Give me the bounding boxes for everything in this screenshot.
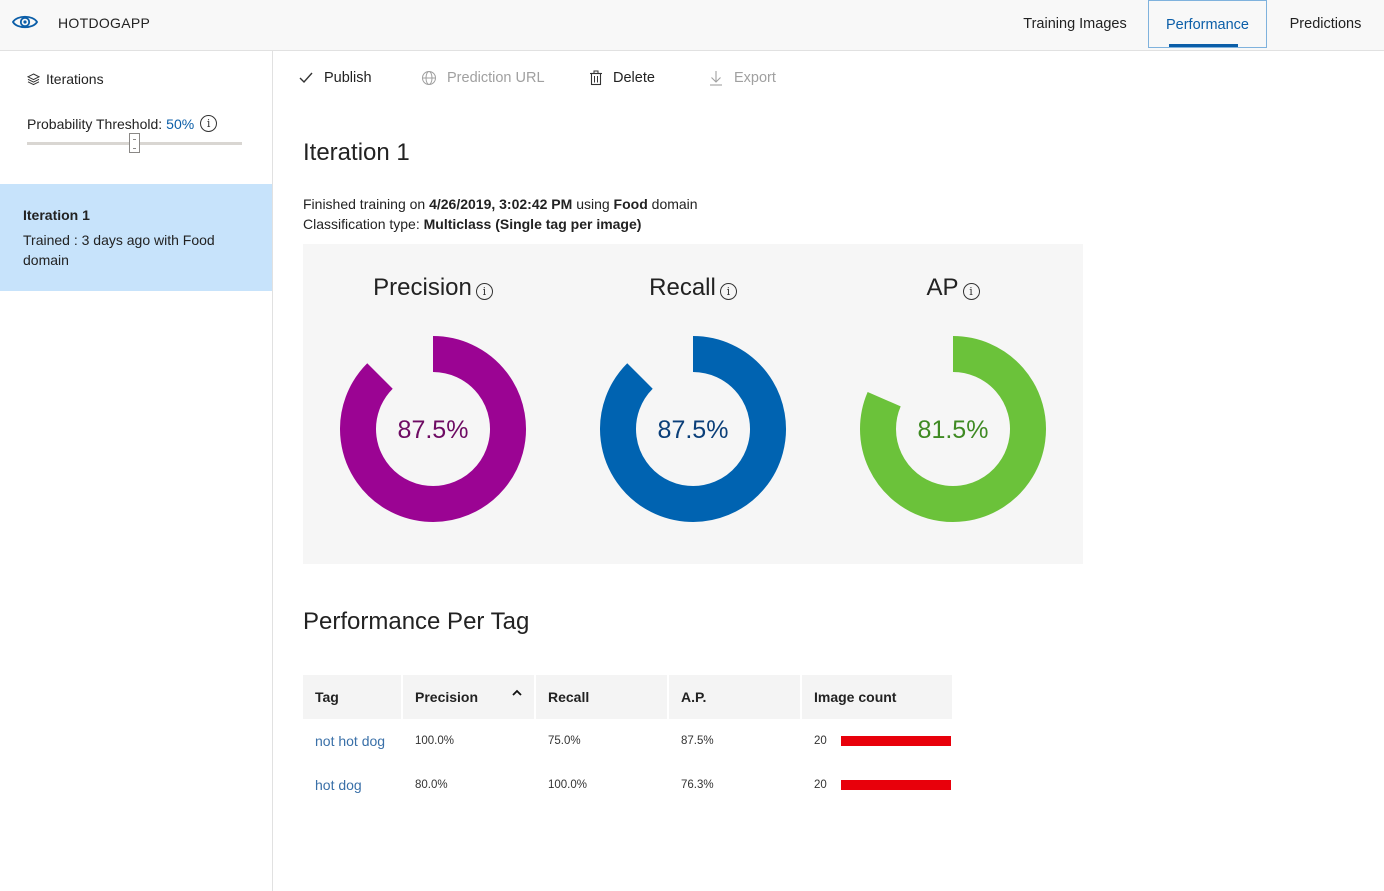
- finished-date: 4/26/2019, 3:02:42 PM: [429, 196, 573, 212]
- tag-link[interactable]: not hot dog: [315, 733, 386, 749]
- tab-performance[interactable]: Performance: [1148, 0, 1267, 48]
- metric-title: Recall i: [563, 274, 823, 302]
- download-icon: [710, 71, 722, 86]
- precision-donut: [340, 336, 526, 522]
- checkmark-icon: [299, 72, 313, 84]
- sidebar: Iterations Probability Threshold: 50% i …: [0, 51, 273, 891]
- table-header-row: Tag Precision Recall A.P. Image count: [303, 675, 952, 719]
- metric-value: 81.5%: [917, 416, 989, 444]
- count-wrapper: 20: [814, 779, 952, 791]
- metric-value: 87.5%: [657, 416, 729, 444]
- recall-metric: Recall i 87.5%: [563, 244, 823, 564]
- image-count: 20: [814, 779, 827, 791]
- metric-title: Precision i: [303, 274, 563, 302]
- info-icon[interactable]: i: [962, 282, 980, 300]
- image-count-bar: [840, 736, 951, 746]
- ap-metric: AP i 81.5%: [823, 244, 1083, 564]
- prediction-url-label: Prediction URL: [447, 70, 545, 86]
- tab-training-images[interactable]: Training Images: [1002, 0, 1148, 48]
- column-header-recall[interactable]: Recall: [536, 675, 669, 719]
- metric-name: AP: [926, 274, 959, 301]
- threshold-value: 50%: [166, 115, 195, 132]
- column-header-image-count[interactable]: Image count: [802, 675, 952, 719]
- donut-arc: [860, 336, 1046, 522]
- finished-prefix: Finished training on: [303, 196, 426, 212]
- column-header-label: Precision: [415, 689, 479, 705]
- threshold-text: Probability Threshold:: [27, 115, 163, 132]
- eye-icon[interactable]: [12, 12, 38, 32]
- delete-label: Delete: [613, 70, 655, 86]
- iterations-header: Iterations: [27, 71, 104, 87]
- classification-prefix: Classification type:: [303, 216, 420, 232]
- metric-name: Precision: [373, 274, 472, 301]
- training-info: Finished training on 4/26/2019, 3:02:42 …: [303, 196, 698, 212]
- tab-label: Predictions: [1289, 16, 1362, 32]
- precision-cell: 100.0%: [415, 735, 455, 747]
- ap-donut: [860, 336, 1046, 522]
- table-row: not hot dog 100.0% 75.0% 87.5% 20: [303, 719, 952, 763]
- recall-donut: [600, 336, 786, 522]
- sort-ascending-icon[interactable]: [512, 688, 522, 698]
- active-tab-indicator: [1169, 44, 1238, 47]
- info-icon[interactable]: i: [475, 282, 493, 300]
- precision-cell: 80.0%: [415, 779, 448, 791]
- globe-icon: [422, 71, 436, 85]
- layers-icon: [27, 72, 40, 85]
- metrics-panel: Precision i 87.5% Recall i 87.5% AP i 81…: [303, 244, 1083, 564]
- image-count: 20: [814, 735, 827, 747]
- prediction-url-button[interactable]: Prediction URL: [421, 70, 545, 86]
- metric-name: Recall: [649, 274, 716, 301]
- app-name: HOTDOGAPP: [58, 15, 151, 31]
- domain-suffix: domain: [651, 196, 698, 212]
- recall-cell: 100.0%: [548, 779, 588, 791]
- metric-title: AP i: [823, 274, 1083, 302]
- iterations-label: Iterations: [46, 71, 104, 87]
- count-wrapper: 20: [814, 735, 952, 747]
- column-header-ap[interactable]: A.P.: [669, 675, 802, 719]
- top-bar: HOTDOGAPP Training Images Performance Pr…: [0, 0, 1384, 51]
- domain-name: Food: [613, 196, 648, 212]
- tab-label: Training Images: [1023, 16, 1127, 32]
- image-count-cell: 20: [802, 763, 952, 807]
- column-header-tag[interactable]: Tag: [303, 675, 403, 719]
- delete-button[interactable]: Delete: [589, 70, 655, 86]
- precision-metric: Precision i 87.5%: [303, 244, 563, 564]
- publish-button[interactable]: Publish: [298, 70, 372, 86]
- classification-info: Classification type: Multiclass (Single …: [303, 216, 641, 232]
- tag-link[interactable]: hot dog: [315, 777, 362, 793]
- export-label: Export: [734, 70, 776, 86]
- tab-predictions[interactable]: Predictions: [1267, 0, 1384, 48]
- classification-value: Multiclass (Single tag per image): [423, 216, 642, 232]
- performance-table: Tag Precision Recall A.P. Image count no…: [303, 675, 952, 807]
- threshold-label: Probability Threshold: 50% i: [27, 115, 218, 132]
- threshold-slider-thumb[interactable]: [129, 133, 140, 153]
- iteration-card[interactable]: Iteration 1 Trained : 3 days ago with Fo…: [0, 184, 272, 291]
- export-button[interactable]: Export: [708, 70, 776, 86]
- trash-icon: [590, 70, 602, 86]
- tab-label: Performance: [1165, 17, 1249, 33]
- ap-cell: 87.5%: [681, 735, 714, 747]
- using-text: using: [576, 196, 610, 212]
- table-row: hot dog 80.0% 100.0% 76.3% 20: [303, 763, 952, 807]
- recall-cell: 75.0%: [548, 735, 581, 747]
- iteration-title: Iteration 1: [23, 207, 90, 223]
- iteration-subtitle: Trained : 3 days ago with Food domain: [23, 232, 215, 268]
- page-title: Iteration 1: [303, 139, 410, 166]
- publish-label: Publish: [324, 70, 372, 86]
- performance-per-tag-title: Performance Per Tag: [303, 608, 530, 635]
- donut-arc: [340, 336, 526, 522]
- donut-arc: [600, 336, 786, 522]
- metric-value: 87.5%: [397, 416, 469, 444]
- info-icon[interactable]: i: [719, 282, 737, 300]
- image-count-bar: [840, 780, 951, 790]
- image-count-cell: 20: [802, 719, 952, 763]
- info-icon[interactable]: i: [200, 115, 218, 132]
- column-header-precision[interactable]: Precision: [403, 675, 536, 719]
- ap-cell: 76.3%: [681, 779, 714, 791]
